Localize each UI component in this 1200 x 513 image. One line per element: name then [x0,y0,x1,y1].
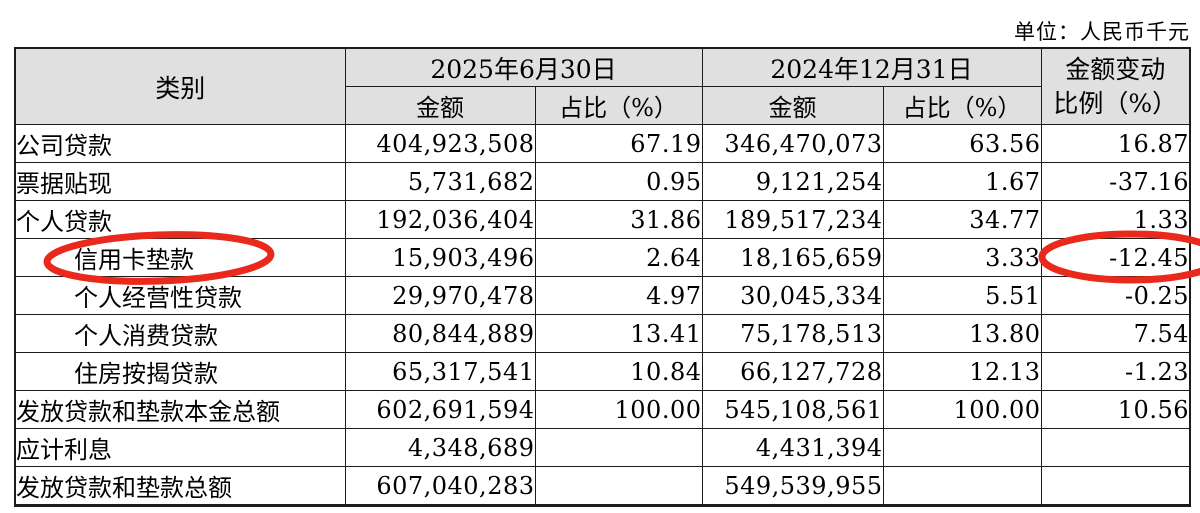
cell-category: 个人经营性贷款 [14,276,346,315]
cell-amount-2024: 549,539,955 [701,466,884,506]
header-change-line2: 比例（%） [1053,88,1178,118]
header-amount-2024: 金额 [701,86,884,125]
cell-amount-2024: 9,121,254 [701,162,884,201]
table-row: 发放贷款和垫款总额 607,040,283 549,539,955 [14,466,1191,506]
cell-category: 票据贴现 [14,162,346,201]
cell-category: 个人消费贷款 [14,314,346,353]
cell-amount-2025: 29,970,478 [344,276,536,315]
cell-ratio-2024: 1.67 [882,162,1042,201]
table-row: 公司贷款 404,923,508 67.19 346,470,073 63.56… [14,124,1191,163]
cell-ratio-2025 [534,466,703,506]
cell-ratio-2025: 100.00 [534,390,703,429]
cell-category: 发放贷款和垫款本金总额 [14,390,346,429]
cell-amount-2024: 30,045,334 [701,276,884,315]
table-row: 住房按揭贷款 65,317,541 10.84 66,127,728 12.13… [14,352,1191,391]
cell-change: 10.56 [1040,390,1191,429]
header-row-periods: 类别 2025年6月30日 2024年12月31日 金额变动 比例（%） [14,47,1191,125]
cell-amount-2025: 15,903,496 [344,238,536,277]
cell-ratio-2024: 63.56 [882,124,1042,163]
cell-ratio-2025: 10.84 [534,352,703,391]
cell-amount-2024: 75,178,513 [701,314,884,353]
header-change-ratio: 金额变动 比例（%） [1040,47,1191,125]
table-row: 个人消费贷款 80,844,889 13.41 75,178,513 13.80… [14,314,1191,353]
header-row-measures: 金额 占比（%） 金额 占比（%） [15,86,1190,125]
table-row: 应计利息 4,348,689 4,431,394 [14,428,1191,467]
cell-ratio-2025: 67.19 [534,124,703,163]
cell-amount-2025: 602,691,594 [344,390,536,429]
header-amount-2025: 金额 [344,86,536,125]
header-period-2025: 2025年6月30日 [344,47,703,87]
cell-category: 住房按揭贷款 [14,352,346,391]
table-row: 发放贷款和垫款本金总额 602,691,594 100.00 545,108,5… [14,390,1191,429]
cell-category: 应计利息 [14,428,346,467]
header-change-line1: 金额变动 [1065,54,1166,84]
cell-amount-2025: 404,923,508 [344,124,536,163]
cell-category: 个人贷款 [14,200,346,239]
cell-ratio-2024 [882,428,1042,467]
cell-change: 1.33 [1040,200,1191,239]
cell-ratio-2025: 0.95 [534,162,703,201]
cell-amount-2025: 192,036,404 [344,200,536,239]
cell-amount-2024: 545,108,561 [701,390,884,429]
cell-amount-2025: 5,731,682 [344,162,536,201]
cell-ratio-2025: 31.86 [534,200,703,239]
cell-change: 7.54 [1040,314,1191,353]
cell-amount-2025: 607,040,283 [344,466,536,506]
loans-table: 类别 2025年6月30日 2024年12月31日 金额变动 比例（%） 金额 … [14,47,1191,507]
cell-change: -1.23 [1040,352,1191,391]
header-ratio-2024: 占比（%） [882,86,1042,125]
cell-ratio-2024: 12.13 [882,352,1042,391]
table-header: 类别 2025年6月30日 2024年12月31日 金额变动 比例（%） 金额 … [14,47,1191,125]
header-ratio-2025: 占比（%） [534,86,703,125]
cell-change: -37.16 [1040,162,1191,201]
unit-label: 单位：人民币千元 [1014,20,1190,44]
cell-category: 公司贷款 [14,124,346,163]
cell-change: -12.45 [1040,238,1191,277]
cell-ratio-2024: 34.77 [882,200,1042,239]
cell-category: 发放贷款和垫款总额 [14,466,346,506]
table-row-circled: 信用卡垫款 15,903,496 2.64 18,165,659 3.33 -1… [14,238,1191,277]
cell-change: -0.25 [1040,276,1191,315]
table-body: 公司贷款 404,923,508 67.19 346,470,073 63.56… [14,124,1191,506]
cell-change: 16.87 [1040,124,1191,163]
cell-amount-2024: 346,470,073 [701,124,884,163]
header-category: 类别 [14,47,346,125]
cell-ratio-2024: 3.33 [882,238,1042,277]
cell-category: 信用卡垫款 [14,238,346,277]
cell-amount-2024: 18,165,659 [701,238,884,277]
cell-amount-2025: 80,844,889 [344,314,536,353]
table-row: 票据贴现 5,731,682 0.95 9,121,254 1.67 -37.1… [14,162,1191,201]
table-row: 个人贷款 192,036,404 31.86 189,517,234 34.77… [14,200,1191,239]
cell-amount-2024: 189,517,234 [701,200,884,239]
cell-ratio-2024 [882,466,1042,506]
cell-amount-2025: 65,317,541 [344,352,536,391]
cell-ratio-2024: 5.51 [882,276,1042,315]
cell-ratio-2024: 100.00 [882,390,1042,429]
cell-ratio-2025: 13.41 [534,314,703,353]
table-row: 个人经营性贷款 29,970,478 4.97 30,045,334 5.51 … [14,276,1191,315]
cell-ratio-2025 [534,428,703,467]
cell-amount-2024: 66,127,728 [701,352,884,391]
cell-change [1040,428,1191,467]
cell-amount-2024: 4,431,394 [701,428,884,467]
cell-ratio-2025: 2.64 [534,238,703,277]
cell-ratio-2025: 4.97 [534,276,703,315]
cell-change [1040,466,1191,506]
cell-ratio-2024: 13.80 [882,314,1042,353]
header-period-2024: 2024年12月31日 [701,47,1042,87]
cell-amount-2025: 4,348,689 [344,428,536,467]
